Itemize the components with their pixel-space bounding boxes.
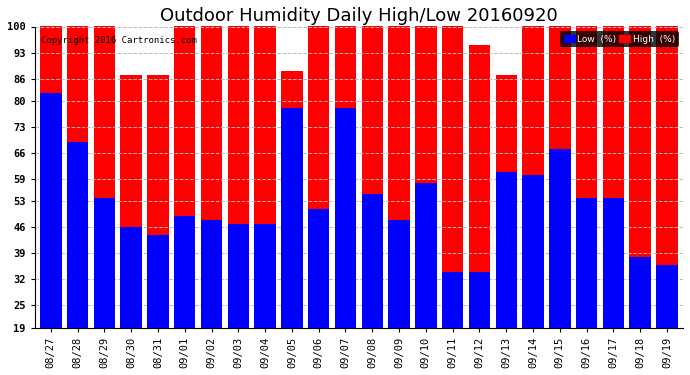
Bar	[602, 198, 624, 328]
Bar	[335, 27, 356, 328]
Bar	[415, 27, 437, 328]
Bar	[335, 108, 356, 328]
Bar	[40, 27, 61, 328]
Bar	[629, 27, 651, 328]
Bar	[228, 27, 249, 328]
Bar	[67, 27, 88, 328]
Bar	[94, 198, 115, 328]
Legend: Low  (%), High  (%): Low (%), High (%)	[560, 31, 678, 47]
Bar	[388, 220, 410, 328]
Bar	[121, 227, 142, 328]
Bar	[522, 27, 544, 328]
Bar	[121, 75, 142, 328]
Title: Outdoor Humidity Daily High/Low 20160920: Outdoor Humidity Daily High/Low 20160920	[160, 7, 558, 25]
Bar	[576, 27, 598, 328]
Bar	[362, 27, 383, 328]
Bar	[174, 216, 195, 328]
Bar	[282, 71, 303, 328]
Bar	[656, 264, 678, 328]
Bar	[308, 209, 329, 328]
Bar	[495, 171, 517, 328]
Bar	[255, 224, 276, 328]
Bar	[656, 27, 678, 328]
Bar	[40, 93, 61, 328]
Bar	[94, 27, 115, 328]
Bar	[629, 257, 651, 328]
Bar	[602, 27, 624, 328]
Bar	[308, 27, 329, 328]
Bar	[362, 194, 383, 328]
Bar	[495, 75, 517, 328]
Bar	[469, 272, 490, 328]
Bar	[442, 272, 464, 328]
Bar	[388, 27, 410, 328]
Bar	[522, 175, 544, 328]
Bar	[576, 198, 598, 328]
Bar	[201, 220, 222, 328]
Bar	[228, 224, 249, 328]
Bar	[442, 27, 464, 328]
Bar	[255, 27, 276, 328]
Bar	[469, 45, 490, 328]
Bar	[147, 235, 168, 328]
Bar	[282, 108, 303, 328]
Bar	[549, 149, 571, 328]
Bar	[415, 183, 437, 328]
Bar	[147, 75, 168, 328]
Text: Copyright 2016 Cartronics.com: Copyright 2016 Cartronics.com	[41, 36, 197, 45]
Bar	[67, 142, 88, 328]
Bar	[174, 27, 195, 328]
Bar	[201, 27, 222, 328]
Bar	[549, 27, 571, 328]
